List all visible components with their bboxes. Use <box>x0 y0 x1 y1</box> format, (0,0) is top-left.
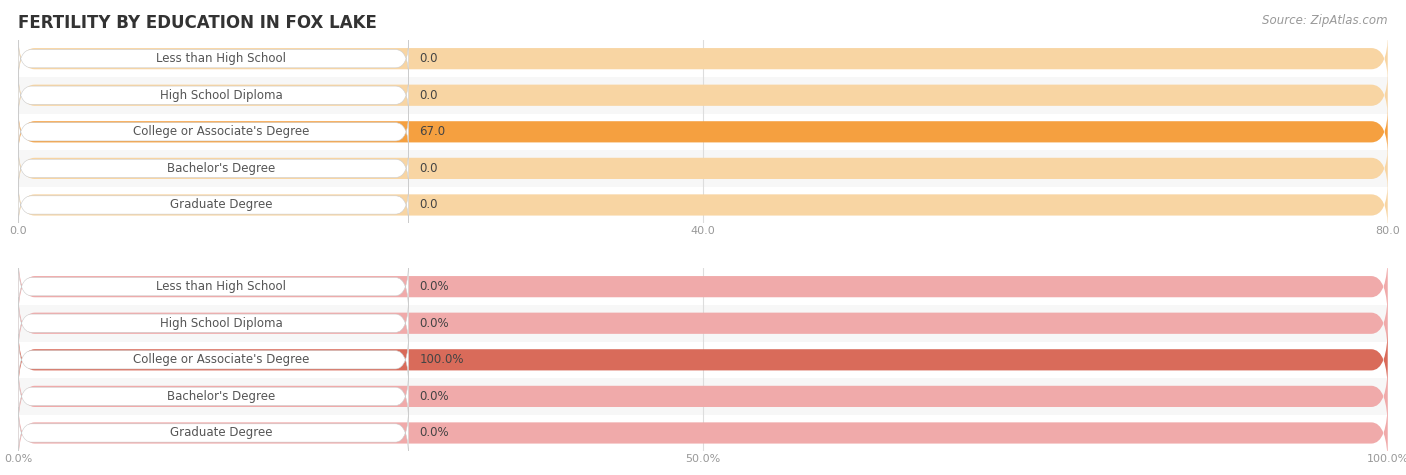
FancyBboxPatch shape <box>18 71 1388 120</box>
FancyBboxPatch shape <box>18 113 409 151</box>
Bar <box>18 40 1388 77</box>
Text: 0.0%: 0.0% <box>419 390 449 403</box>
Text: 0.0: 0.0 <box>419 199 439 211</box>
Text: College or Associate's Degree: College or Associate's Degree <box>134 125 309 138</box>
Text: 100.0%: 100.0% <box>419 353 464 366</box>
Text: High School Diploma: High School Diploma <box>160 317 283 330</box>
Text: 0.0: 0.0 <box>419 162 439 175</box>
FancyBboxPatch shape <box>18 326 1388 393</box>
FancyBboxPatch shape <box>18 363 1388 430</box>
Text: College or Associate's Degree: College or Associate's Degree <box>134 353 309 366</box>
Bar <box>18 415 1388 451</box>
FancyBboxPatch shape <box>18 297 409 349</box>
Text: 0.0%: 0.0% <box>419 317 449 330</box>
Text: 0.0: 0.0 <box>419 89 439 102</box>
FancyBboxPatch shape <box>18 407 409 459</box>
Text: Bachelor's Degree: Bachelor's Degree <box>167 162 276 175</box>
FancyBboxPatch shape <box>18 150 409 187</box>
Text: 0.0: 0.0 <box>419 52 439 65</box>
FancyBboxPatch shape <box>18 261 409 313</box>
Text: 67.0: 67.0 <box>419 125 446 138</box>
Text: Graduate Degree: Graduate Degree <box>170 199 273 211</box>
Text: Bachelor's Degree: Bachelor's Degree <box>167 390 276 403</box>
FancyBboxPatch shape <box>18 180 1388 229</box>
Text: Graduate Degree: Graduate Degree <box>170 427 273 439</box>
Bar <box>18 187 1388 223</box>
FancyBboxPatch shape <box>18 186 409 224</box>
Text: Less than High School: Less than High School <box>156 280 287 293</box>
Text: 0.0%: 0.0% <box>419 280 449 293</box>
Text: Source: ZipAtlas.com: Source: ZipAtlas.com <box>1263 14 1388 27</box>
Bar <box>18 342 1388 378</box>
FancyBboxPatch shape <box>18 107 1388 156</box>
FancyBboxPatch shape <box>18 144 1388 193</box>
Text: FERTILITY BY EDUCATION IN FOX LAKE: FERTILITY BY EDUCATION IN FOX LAKE <box>18 14 377 32</box>
Text: Less than High School: Less than High School <box>156 52 287 65</box>
FancyBboxPatch shape <box>18 370 409 422</box>
FancyBboxPatch shape <box>18 399 1388 466</box>
Text: High School Diploma: High School Diploma <box>160 89 283 102</box>
FancyBboxPatch shape <box>18 253 1388 320</box>
Bar <box>18 305 1388 342</box>
FancyBboxPatch shape <box>18 76 409 114</box>
Bar <box>18 114 1388 150</box>
FancyBboxPatch shape <box>18 40 409 77</box>
Bar <box>18 150 1388 187</box>
Bar <box>18 378 1388 415</box>
Bar <box>18 77 1388 114</box>
Bar <box>18 268 1388 305</box>
FancyBboxPatch shape <box>18 290 1388 357</box>
FancyBboxPatch shape <box>18 34 1388 83</box>
FancyBboxPatch shape <box>18 334 409 386</box>
Text: 0.0%: 0.0% <box>419 427 449 439</box>
